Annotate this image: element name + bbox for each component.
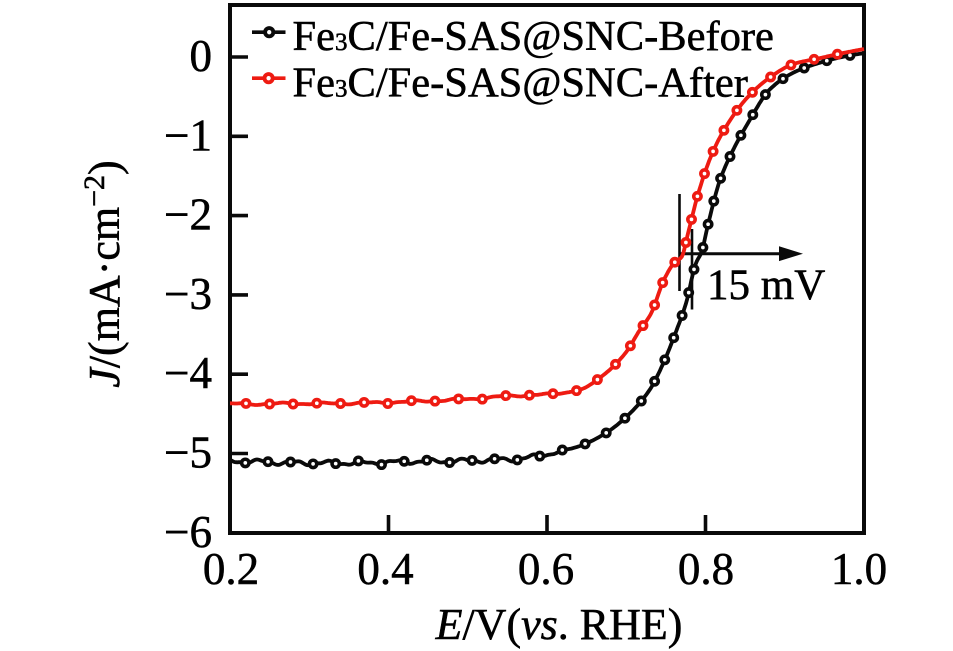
svg-text:Fe3C/Fe-SAS@SNC-After: Fe3C/Fe-SAS@SNC-After [293, 60, 748, 107]
svg-text:0.8: 0.8 [678, 544, 734, 594]
svg-text:−1: −1 [164, 110, 212, 160]
svg-text:−6: −6 [164, 507, 212, 557]
svg-text:−5: −5 [164, 428, 212, 478]
svg-text:−2: −2 [164, 190, 212, 240]
svg-text:−3: −3 [164, 269, 212, 319]
svg-text:0: 0 [190, 31, 213, 81]
svg-text:1.0: 1.0 [831, 544, 887, 594]
svg-text:15 mV: 15 mV [707, 262, 825, 309]
svg-text:Fe3C/Fe-SAS@SNC-Before: Fe3C/Fe-SAS@SNC-Before [293, 13, 774, 60]
svg-text:E/V(vs. RHE): E/V(vs. RHE) [435, 600, 683, 649]
svg-text:0.2: 0.2 [203, 544, 259, 594]
svg-text:0.4: 0.4 [357, 544, 413, 594]
svg-text:0.6: 0.6 [518, 544, 574, 594]
svg-text:−4: −4 [164, 348, 212, 398]
